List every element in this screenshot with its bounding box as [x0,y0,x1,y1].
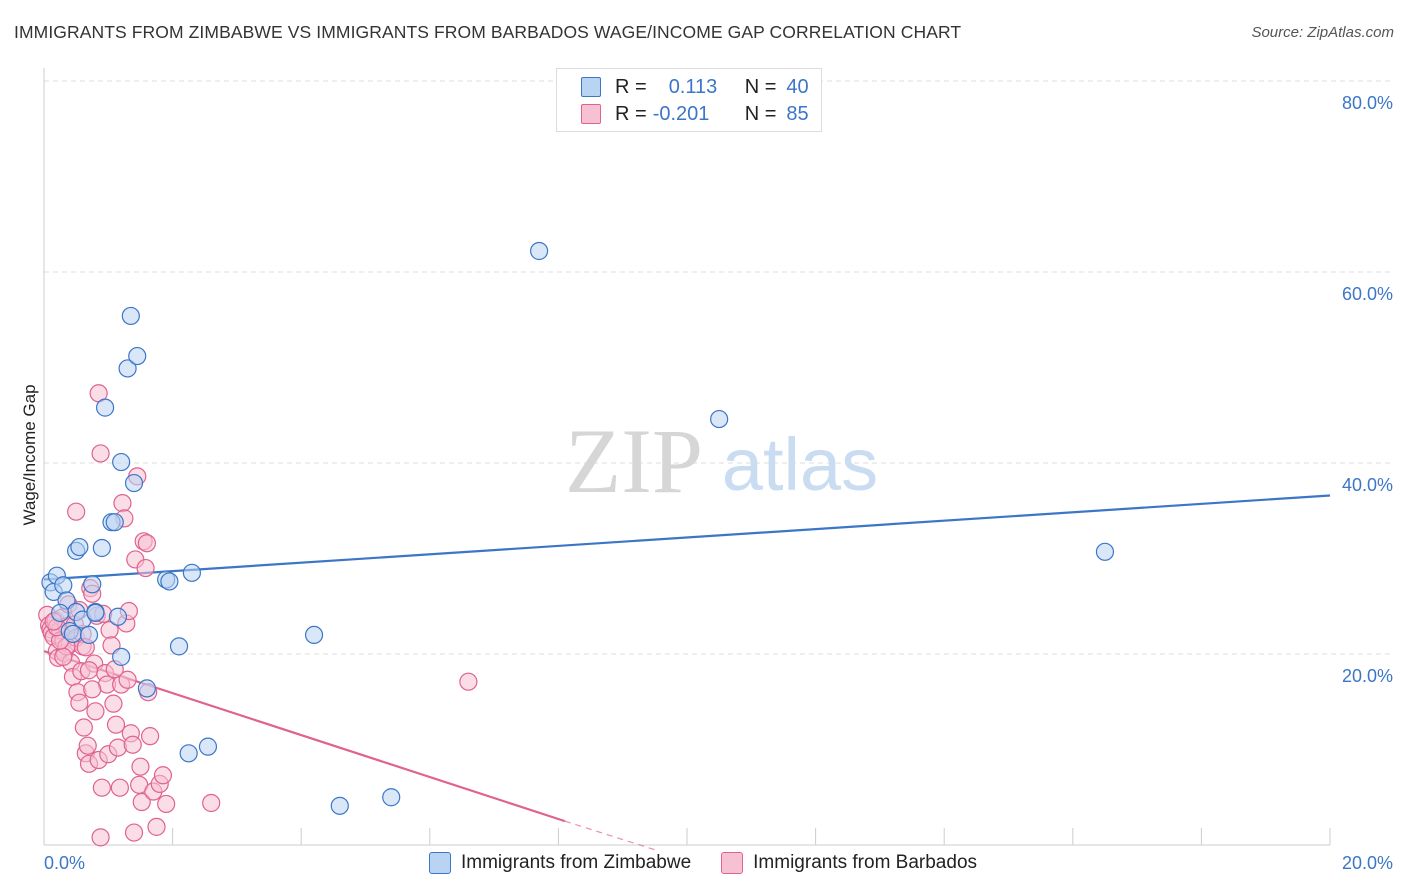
grid [44,80,1392,655]
point-zimbabwe [710,409,729,429]
watermark-zip: ZIP [565,410,703,512]
point-barbados [91,828,110,847]
point-zimbabwe [86,603,105,623]
point-barbados [137,534,156,553]
point-barbados [140,727,160,746]
tick-labels: 20.0% 40.0% 60.0% 80.0% 0.0% 20.0% [44,93,1393,873]
trend-line-zimbabwe [43,494,1331,581]
legend-n-label: N = [744,75,777,98]
y-tick-label: 60.0% [1342,284,1393,304]
point-zimbabwe [83,575,102,594]
point-zimbabwe [105,513,124,532]
y-tick-label: 80.0% [1342,93,1393,113]
point-zimbabwe [530,241,549,261]
point-zimbabwe [63,624,83,644]
series-swatch-zimbabwe [428,852,451,874]
point-zimbabwe [121,306,140,326]
x-tick-label: 0.0% [44,853,85,873]
point-zimbabwe [330,796,349,815]
point-zimbabwe [304,625,324,645]
point-barbados [123,735,142,754]
point-zimbabwe [198,737,218,756]
point-zimbabwe [128,346,147,366]
point-zimbabwe [108,607,128,626]
legend-row-zimbabwe: R = 0.113 N = 40 [581,74,809,100]
series-legend-barbados: Immigrants from Barbados [721,852,977,874]
series-legend-zimbabwe: Immigrants from Zimbabwe [428,852,692,874]
chart-title: IMMIGRANTS FROM ZIMBABWE VS IMMIGRANTS F… [14,22,962,42]
point-barbados [79,661,99,680]
y-tick-label: 40.0% [1342,475,1393,495]
point-zimbabwe [182,563,201,582]
legend-swatch-barbados [581,104,601,124]
point-barbados [459,672,478,691]
point-barbados [153,766,173,785]
point-barbados [74,718,93,737]
series-swatch-barbados [721,852,744,874]
point-barbados [110,778,129,797]
point-barbados [147,817,166,836]
point-zimbabwe [169,637,189,656]
point-barbados [118,670,137,689]
legend-row-barbados: R = -0.201 N = 85 [581,101,809,127]
series-label-zimbabwe: Immigrants from Zimbabwe [460,852,692,873]
point-zimbabwe [112,647,131,666]
y-axis-label: Wage/Income Gap [20,384,39,526]
point-zimbabwe [382,788,401,807]
point-zimbabwe [1095,542,1115,561]
point-zimbabwe [79,625,99,645]
point-barbados [202,793,221,813]
legend-swatch-zimbabwe [581,77,601,97]
point-barbados [124,823,144,842]
point-barbados [86,702,105,721]
point-zimbabwe [95,398,115,417]
point-barbados [83,680,102,699]
point-zimbabwe [137,679,156,698]
point-zimbabwe [179,744,198,763]
point-barbados [70,693,89,712]
point-barbados [136,558,155,578]
point-zimbabwe [70,537,89,557]
watermark: ZIP atlas [565,410,878,512]
point-barbados [67,502,86,521]
watermark-atlas: atlas [722,423,878,506]
point-zimbabwe [112,452,131,472]
point-barbados [78,736,97,755]
point-barbados [108,738,128,757]
point-barbados [131,757,150,776]
y-tick-label: 20.0% [1342,666,1393,686]
x-tick-label: 20.0% [1342,853,1393,873]
data-points [38,241,1115,847]
point-zimbabwe [160,572,179,591]
point-barbados [91,444,110,463]
series-legend: Immigrants from Zimbabwe Immigrants from… [0,852,1406,874]
legend-n-value: 85 [786,102,809,125]
legend-n-value: 40 [786,75,809,98]
point-barbados [106,715,126,734]
point-barbados [104,694,123,713]
point-barbados [132,792,151,812]
point-barbados [54,647,73,666]
axes [43,68,1331,846]
series-label-barbados: Immigrants from Barbados [753,852,978,873]
legend-r-value: 0.113 [668,75,718,98]
stats-legend: R = 0.113 N = 40 R = -0.201 N = 85 [556,68,822,132]
point-barbados [113,494,132,513]
point-zimbabwe [118,359,137,378]
point-zimbabwe [50,603,70,623]
point-zimbabwe [92,538,111,558]
point-barbados [92,778,111,797]
legend-r-value: -0.201 [652,102,710,125]
point-zimbabwe [124,473,144,493]
trend-line-barbados-extension [564,820,656,851]
point-zimbabwe [54,576,73,595]
trend-lines [43,494,1331,851]
legend-r-label: R = [615,75,647,98]
legend-n-label: N = [744,102,777,125]
point-barbados [157,794,176,814]
source-label: Source: ZipAtlas.com [1251,24,1394,41]
legend-r-label: R = [615,102,647,125]
